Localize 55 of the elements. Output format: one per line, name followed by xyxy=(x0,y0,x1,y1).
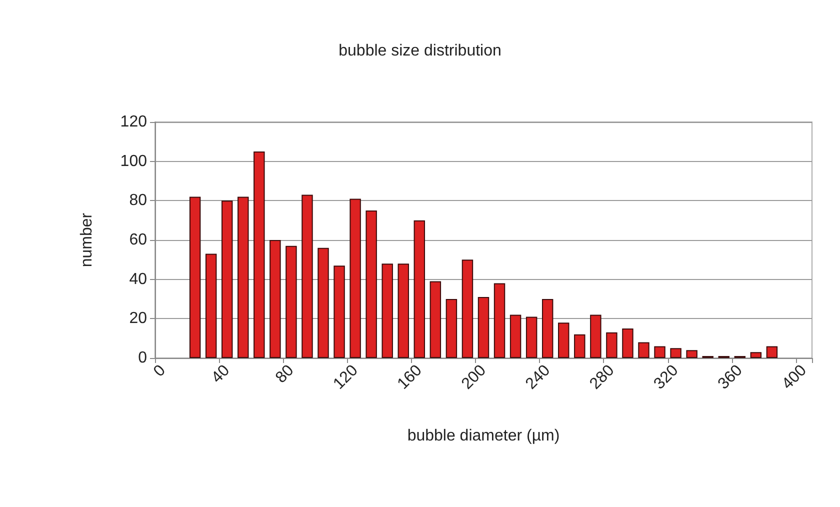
bar xyxy=(205,254,217,358)
x-tick-label: 400 xyxy=(779,362,810,393)
bar xyxy=(350,198,361,358)
bar xyxy=(222,200,233,358)
bar xyxy=(318,248,329,358)
bar xyxy=(430,281,442,358)
bar xyxy=(398,264,409,358)
x-tick-label: 360 xyxy=(715,362,746,393)
bar xyxy=(574,334,586,358)
bar xyxy=(414,220,426,358)
bar xyxy=(526,316,538,358)
bar xyxy=(286,246,297,358)
bar xyxy=(654,346,666,358)
bar xyxy=(670,348,682,358)
bar xyxy=(750,352,762,358)
bar xyxy=(462,260,474,358)
bar xyxy=(366,210,377,358)
bar xyxy=(638,342,650,358)
x-tick-label: 80 xyxy=(272,362,298,387)
y-tick-label: 100 xyxy=(120,152,148,170)
y-tick-label: 120 xyxy=(120,114,148,130)
chart-title: bubble size distribution xyxy=(338,42,502,60)
bar xyxy=(382,264,393,358)
bar xyxy=(302,194,313,358)
bar xyxy=(334,266,345,358)
x-tick-label: 280 xyxy=(586,362,618,393)
x-tick-label: 0 xyxy=(150,362,170,380)
bar xyxy=(606,332,618,358)
bar xyxy=(478,297,490,358)
bar xyxy=(510,314,522,358)
y-tick-label: 40 xyxy=(129,270,148,288)
x-tick-label: 160 xyxy=(394,362,426,393)
bar xyxy=(686,350,698,358)
x-axis-title: bubble diameter (µm) xyxy=(407,428,560,444)
bar xyxy=(254,152,265,358)
x-tick-label: 320 xyxy=(650,362,682,393)
bar xyxy=(446,299,458,358)
x-tick-label: 120 xyxy=(330,362,362,393)
bar xyxy=(622,328,634,358)
y-axis-title: number xyxy=(78,212,96,268)
bar xyxy=(766,346,778,358)
y-tick-label: 80 xyxy=(129,192,148,210)
bar xyxy=(542,299,554,358)
bar xyxy=(270,240,281,358)
x-tick-label: 200 xyxy=(458,362,490,393)
bar xyxy=(590,314,602,358)
y-tick-label: 20 xyxy=(129,310,148,328)
y-tick-label: 0 xyxy=(138,350,148,366)
bar xyxy=(189,196,201,358)
y-tick-label: 60 xyxy=(129,232,148,248)
x-tick-label: 240 xyxy=(522,362,554,393)
x-tick-label: 40 xyxy=(208,362,234,387)
bar xyxy=(238,196,249,358)
bar xyxy=(558,322,570,358)
bar xyxy=(494,283,506,358)
